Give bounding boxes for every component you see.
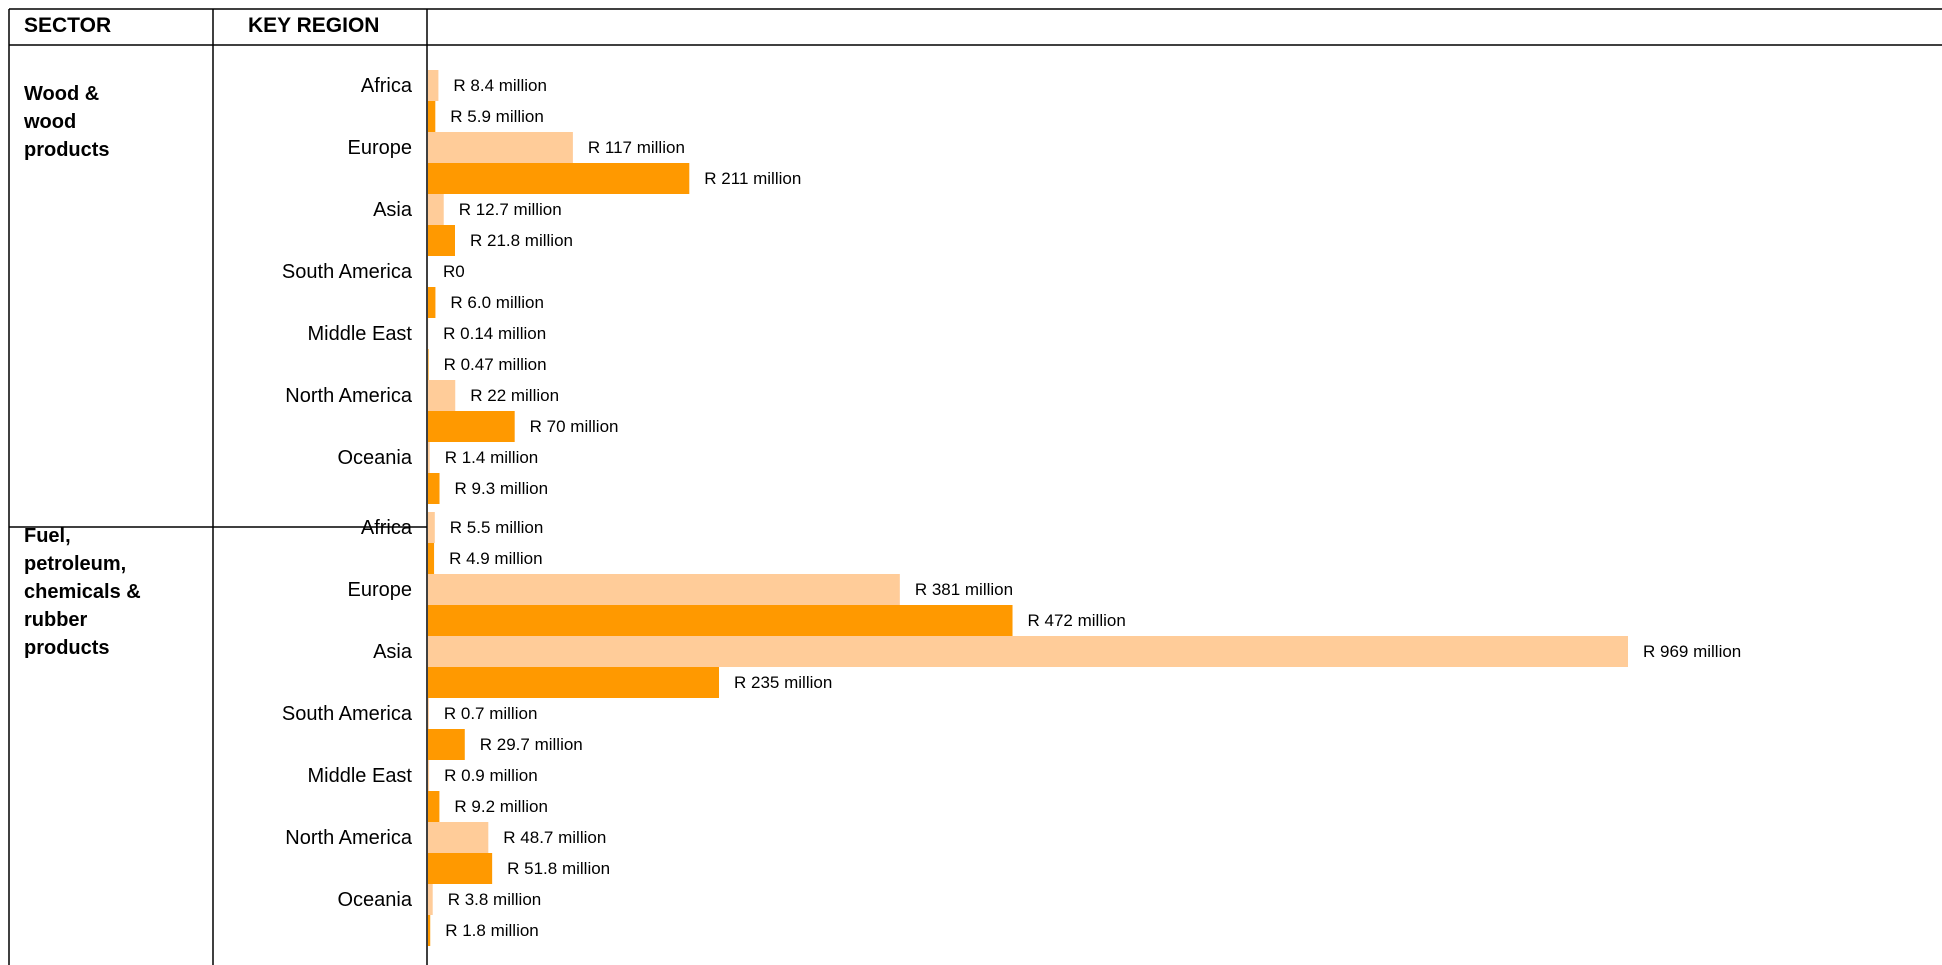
bar — [428, 636, 1628, 667]
bar — [428, 667, 720, 698]
header-key-region: KEY REGION — [248, 14, 379, 37]
bar — [428, 287, 436, 318]
data-label: R 9.3 million — [455, 479, 549, 498]
data-label: R 70 million — [530, 417, 619, 436]
bar — [428, 512, 435, 543]
bar — [428, 163, 690, 194]
data-label: R 969 million — [1643, 642, 1741, 661]
bars-layer — [428, 70, 1628, 946]
data-label: R 235 million — [734, 673, 832, 692]
table-grid — [8, 8, 1942, 965]
bar — [428, 194, 444, 225]
data-label: R 3.8 million — [448, 890, 542, 909]
bar — [428, 473, 440, 504]
bar — [428, 132, 573, 163]
sector-name-line: chemicals & — [24, 581, 141, 603]
data-label: R 12.7 million — [459, 200, 562, 219]
data-label: R 9.2 million — [454, 797, 548, 816]
data-label: R 0.9 million — [444, 766, 538, 785]
bar — [428, 442, 430, 473]
region-label: Oceania — [338, 889, 413, 911]
data-label: R 29.7 million — [480, 735, 583, 754]
data-label: R 6.0 million — [450, 293, 544, 312]
sector-name-line: Fuel, — [24, 525, 71, 547]
bar — [428, 543, 435, 574]
header-sector: SECTOR — [24, 14, 111, 37]
bar — [428, 729, 465, 760]
bar — [428, 574, 900, 605]
data-label: R 1.8 million — [445, 921, 539, 940]
data-label: R 0.47 million — [444, 355, 547, 374]
region-label: Africa — [361, 517, 413, 539]
region-label: South America — [282, 261, 413, 283]
data-label: R 381 million — [915, 580, 1013, 599]
labels-layer: Wood & wood products Africa R 8.4 million R 5… — [23, 75, 1741, 940]
data-label: R 8.4 million — [453, 76, 547, 95]
bar — [428, 698, 429, 729]
data-label: R 21.8 million — [470, 231, 573, 250]
bar — [428, 760, 430, 791]
data-label: R 5.5 million — [450, 518, 544, 537]
bar — [428, 791, 440, 822]
bar — [428, 225, 455, 256]
data-label: R 1.4 million — [445, 448, 539, 467]
sector-name-line: Wood & — [24, 83, 99, 105]
data-label: R 51.8 million — [507, 859, 610, 878]
region-label: Asia — [373, 641, 413, 663]
data-label: R 0.14 million — [443, 324, 546, 343]
sector-name-line: products — [24, 139, 110, 161]
data-label: R 117 million — [588, 138, 685, 157]
region-label: Middle East — [308, 323, 413, 345]
bar — [428, 884, 433, 915]
region-label: Europe — [348, 137, 413, 159]
bar — [428, 380, 456, 411]
data-label: R 0.7 million — [444, 704, 538, 723]
bar — [428, 915, 431, 946]
data-label: R 472 million — [1028, 611, 1126, 630]
data-label: R0 — [443, 262, 465, 281]
data-label: R 48.7 million — [503, 828, 606, 847]
bar — [428, 411, 515, 442]
region-label: Middle East — [308, 765, 413, 787]
region-label: Europe — [348, 579, 413, 601]
region-label: North America — [285, 827, 413, 849]
bar — [428, 605, 1013, 636]
region-label: Oceania — [338, 447, 413, 469]
sector-name-line: rubber — [24, 609, 88, 631]
bar — [428, 70, 439, 101]
sector-name-line: products — [24, 637, 110, 659]
region-label: Asia — [373, 199, 413, 221]
bar — [428, 349, 429, 380]
sector-name-line: wood — [23, 111, 76, 133]
data-label: R 22 million — [470, 386, 559, 405]
data-label: R 211 million — [704, 169, 801, 188]
region-label: Africa — [361, 75, 413, 97]
data-label: R 4.9 million — [449, 549, 543, 568]
region-label: South America — [282, 703, 413, 725]
bar — [428, 822, 489, 853]
data-label: R 5.9 million — [450, 107, 544, 126]
bar — [428, 853, 493, 884]
bar — [428, 101, 436, 132]
sector-name-line: petroleum, — [24, 553, 126, 575]
region-label: North America — [285, 385, 413, 407]
